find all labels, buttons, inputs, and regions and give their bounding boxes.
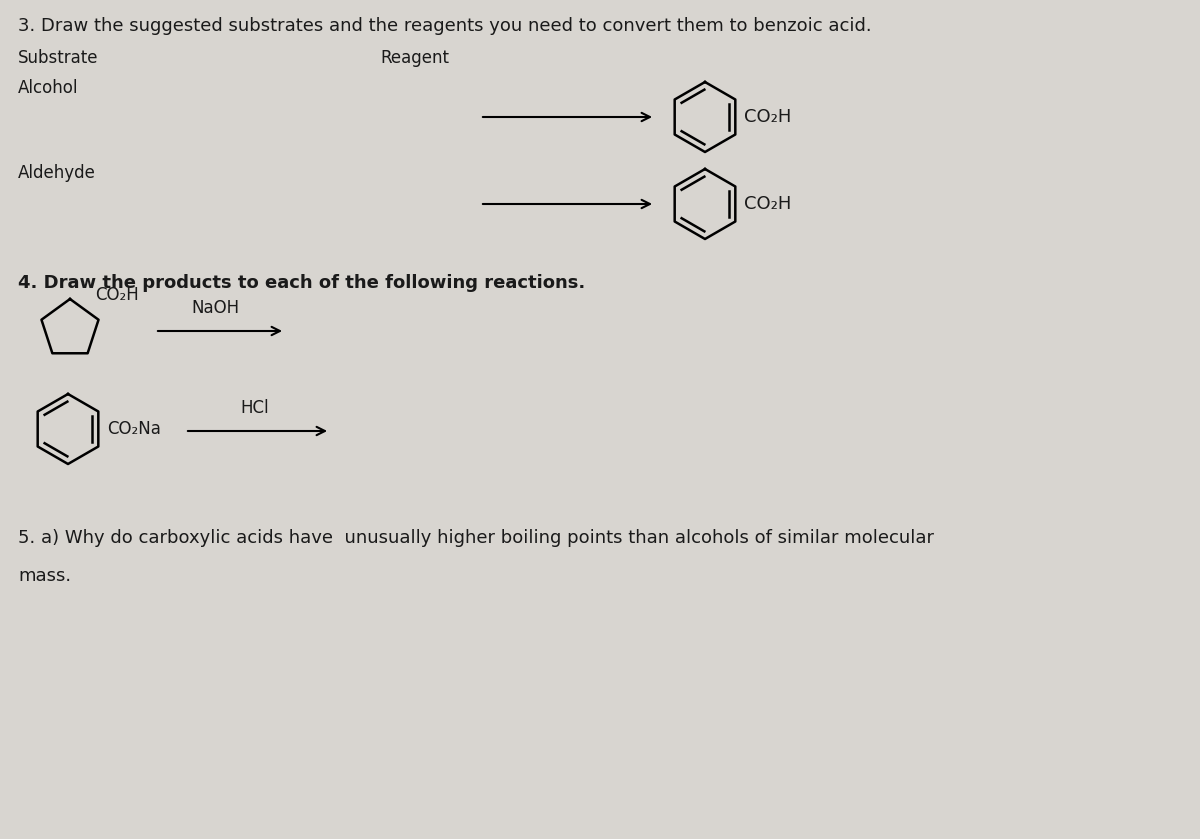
Text: Substrate: Substrate — [18, 49, 98, 67]
Text: Aldehyde: Aldehyde — [18, 164, 96, 182]
Text: CO₂H: CO₂H — [744, 108, 791, 126]
Text: CO₂Na: CO₂Na — [107, 420, 161, 438]
Text: NaOH: NaOH — [191, 299, 239, 317]
Text: CO₂H: CO₂H — [744, 195, 791, 213]
Text: 4. Draw the products to each of the following reactions.: 4. Draw the products to each of the foll… — [18, 274, 586, 292]
Text: 5. a) Why do carboxylic acids have  unusually higher boiling points than alcohol: 5. a) Why do carboxylic acids have unusu… — [18, 529, 934, 547]
Text: Reagent: Reagent — [380, 49, 449, 67]
Text: mass.: mass. — [18, 567, 71, 585]
Text: CO₂H: CO₂H — [95, 286, 139, 304]
Text: HCl: HCl — [241, 399, 269, 417]
Text: Alcohol: Alcohol — [18, 79, 78, 97]
Text: 3. Draw the suggested substrates and the reagents you need to convert them to be: 3. Draw the suggested substrates and the… — [18, 17, 871, 35]
